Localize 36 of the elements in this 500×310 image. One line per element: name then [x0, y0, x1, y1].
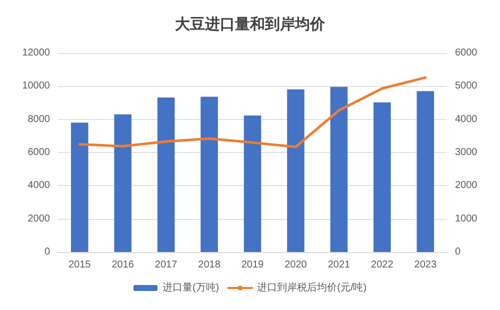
bar: [330, 86, 348, 252]
bar: [244, 116, 262, 252]
y-tick-label: 12000: [22, 48, 50, 58]
y-tick-label: 2000: [28, 213, 50, 224]
bar: [374, 102, 391, 252]
y-tick-label: 0: [44, 246, 50, 258]
chart-title: 大豆进口量和到岸均价: [175, 16, 326, 33]
bar: [157, 97, 175, 252]
legend-label: 进口量(万吨): [162, 282, 220, 294]
y2-tick-label: 1000: [455, 213, 478, 224]
x-tick-label: 2016: [112, 260, 134, 270]
y2-tick-label: 4000: [455, 114, 478, 125]
x-tick-label: 2018: [198, 260, 221, 270]
x-tick-label: 2021: [328, 260, 351, 270]
x-tick-label: 2020: [284, 260, 308, 270]
x-tick-label: 2015: [68, 260, 92, 270]
bar: [416, 91, 434, 252]
x-tick-label: 2019: [241, 260, 264, 270]
x-tick-label: 2022: [371, 260, 394, 270]
y-tick-label: 10000: [22, 80, 50, 92]
y-tick-label: 8000: [28, 114, 50, 125]
y-tick-label: 4000: [28, 180, 50, 192]
x-tick-label: 2017: [154, 260, 178, 270]
bar: [70, 122, 88, 252]
y2-tick-label: 6000: [455, 48, 478, 58]
bar: [200, 96, 218, 252]
y2-tick-label: 2000: [455, 180, 478, 192]
bar: [114, 114, 132, 252]
legend-label: 进口到岸税后均价(元/吨): [257, 282, 367, 294]
y2-tick-label: 5000: [455, 80, 478, 92]
line-series: [78, 76, 427, 148]
y2-tick-label: 0: [455, 246, 461, 258]
bar: [287, 89, 304, 252]
y-tick-label: 6000: [28, 147, 50, 158]
x-tick-label: 2023: [414, 260, 437, 270]
y2-tick-label: 3000: [455, 147, 478, 158]
